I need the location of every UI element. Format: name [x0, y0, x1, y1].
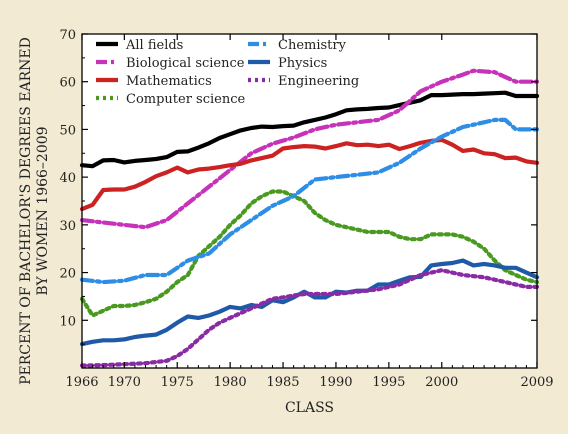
legend-label: Mathematics — [126, 74, 212, 89]
series-line-biological-science — [79, 68, 540, 230]
y-axis-title-line-2: BY WOMEN 1966–2009 — [35, 126, 51, 295]
x-tick-label: 2009 — [520, 375, 553, 390]
y-tick-label: 40 — [59, 171, 76, 186]
y-tick-label: 60 — [59, 76, 76, 91]
legend-label: Computer science — [126, 92, 246, 107]
series-line-all-fields — [79, 90, 540, 169]
legend-label: Engineering — [278, 74, 359, 89]
x-tick-label: 1985 — [266, 375, 299, 390]
y-axis-title: PERCENT OF BACHELOR'S DEGREES EARNEDBY W… — [18, 37, 51, 385]
axis-layer: 10 20 30 40 50 60 70 1966 1970 1975 1980 1985 1990 19… — [59, 28, 553, 390]
legend-label: All fields — [125, 38, 183, 53]
y-tick-label: 50 — [59, 123, 76, 138]
y-tick-label: 70 — [59, 28, 76, 43]
x-tick-label: 2000 — [425, 375, 458, 390]
x-tick-label: 1990 — [319, 375, 352, 390]
legend-label: Physics — [278, 56, 327, 71]
x-tick-label: 1966 — [65, 375, 98, 390]
series-line-mathematics — [79, 137, 540, 212]
series-line-chemistry — [79, 117, 540, 285]
series-line-engineering — [79, 268, 540, 368]
x-tick-label: 1995 — [372, 375, 405, 390]
y-tick-label: 10 — [59, 314, 76, 329]
y-tick-label: 20 — [59, 267, 76, 282]
plot-area — [82, 34, 537, 368]
y-tick-label: 30 — [59, 219, 76, 234]
x-tick-label: 1980 — [214, 375, 247, 390]
x-tick-label: 1970 — [108, 375, 141, 390]
legend: All fields Biological science Mathematics C… — [96, 38, 359, 107]
legend-label: Biological science — [126, 56, 245, 71]
legend-label: Chemistry — [278, 38, 347, 53]
x-tick-label: 1975 — [161, 375, 194, 390]
series-line-computer-science — [79, 189, 540, 318]
series-layer — [79, 68, 540, 368]
y-axis-title-line-1: PERCENT OF BACHELOR'S DEGREES EARNED — [18, 37, 34, 385]
x-axis-title: CLASS — [285, 400, 334, 416]
